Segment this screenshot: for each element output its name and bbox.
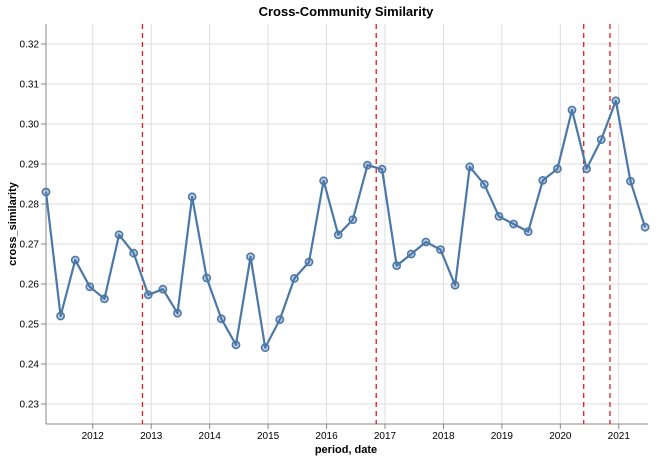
data-point[interactable]: [41, 187, 51, 197]
y-tick-label: 0.30: [20, 120, 40, 131]
series-line: [44, 99, 647, 349]
reference-lines: [141, 24, 611, 424]
y-tick-label: 0.24: [20, 360, 40, 371]
data-point[interactable]: [406, 249, 416, 259]
data-point[interactable]: [246, 252, 255, 262]
data-point[interactable]: [523, 227, 533, 236]
data-point[interactable]: [640, 222, 650, 232]
x-tick-label: 2012: [82, 431, 105, 442]
data-point[interactable]: [85, 282, 95, 292]
y-tick-label: 0.23: [20, 400, 40, 411]
data-point[interactable]: [333, 230, 343, 240]
data-point[interactable]: [129, 248, 139, 258]
data-point[interactable]: [56, 311, 66, 321]
x-tick-label: 2021: [608, 431, 631, 442]
data-point[interactable]: [392, 261, 402, 270]
x-tick-label: 2020: [549, 431, 572, 442]
data-point[interactable]: [465, 162, 475, 172]
x-tick-label: 2014: [199, 431, 222, 442]
data-point[interactable]: [70, 255, 80, 265]
data-point[interactable]: [611, 96, 621, 106]
data-point[interactable]: [173, 308, 182, 318]
data-point[interactable]: [100, 294, 109, 304]
chart-title: Cross-Community Similarity: [259, 4, 435, 19]
data-point[interactable]: [231, 340, 241, 350]
x-tick-label: 2018: [432, 431, 455, 442]
data-point[interactable]: [553, 164, 562, 174]
data-point[interactable]: [377, 164, 387, 174]
data-point[interactable]: [216, 314, 226, 324]
x-axis-title: period, date: [315, 444, 377, 456]
x-tick-label: 2016: [315, 431, 338, 442]
data-point[interactable]: [596, 135, 606, 144]
y-tick-label: 0.27: [20, 240, 40, 251]
data-point[interactable]: [363, 160, 372, 170]
data-point[interactable]: [421, 237, 431, 247]
data-point[interactable]: [260, 343, 270, 352]
grid: [46, 24, 648, 424]
data-point[interactable]: [450, 280, 460, 290]
y-tick-label: 0.32: [20, 40, 40, 51]
x-tick-label: 2017: [374, 431, 397, 442]
data-point[interactable]: [319, 176, 329, 186]
axes: [45, 24, 648, 425]
series: [41, 96, 650, 352]
data-point[interactable]: [304, 257, 314, 267]
data-point[interactable]: [626, 176, 635, 186]
data-point[interactable]: [275, 315, 285, 324]
data-point[interactable]: [567, 105, 577, 115]
y-tick-label: 0.26: [20, 280, 40, 291]
data-point[interactable]: [143, 290, 153, 300]
data-point[interactable]: [114, 230, 124, 240]
data-point[interactable]: [202, 273, 212, 283]
y-tick-label: 0.29: [20, 160, 40, 171]
data-point[interactable]: [158, 284, 168, 294]
data-point[interactable]: [509, 219, 518, 229]
data-point[interactable]: [289, 273, 299, 283]
y-axis-ticks: 0.23 0.24 0.25 0.26 0.27 0.28 0.29 0.30 0.31 0.32: [20, 40, 46, 411]
data-point[interactable]: [348, 215, 358, 224]
y-tick-label: 0.31: [20, 80, 40, 91]
y-axis-title: cross_similarity: [7, 181, 19, 266]
data-point[interactable]: [479, 179, 489, 189]
data-point[interactable]: [582, 164, 592, 174]
data-point[interactable]: [436, 245, 445, 254]
x-tick-label: 2019: [491, 431, 514, 442]
data-point[interactable]: [494, 211, 504, 221]
x-axis-ticks: 2012 2013 2014 2015 2016 2017 2018 2019 2020 2021: [82, 424, 631, 442]
y-tick-label: 0.25: [20, 320, 40, 331]
y-tick-label: 0.28: [20, 200, 40, 211]
x-tick-label: 2015: [257, 431, 280, 442]
x-tick-label: 2013: [140, 431, 163, 442]
data-point[interactable]: [538, 175, 548, 185]
data-point[interactable]: [187, 192, 197, 202]
